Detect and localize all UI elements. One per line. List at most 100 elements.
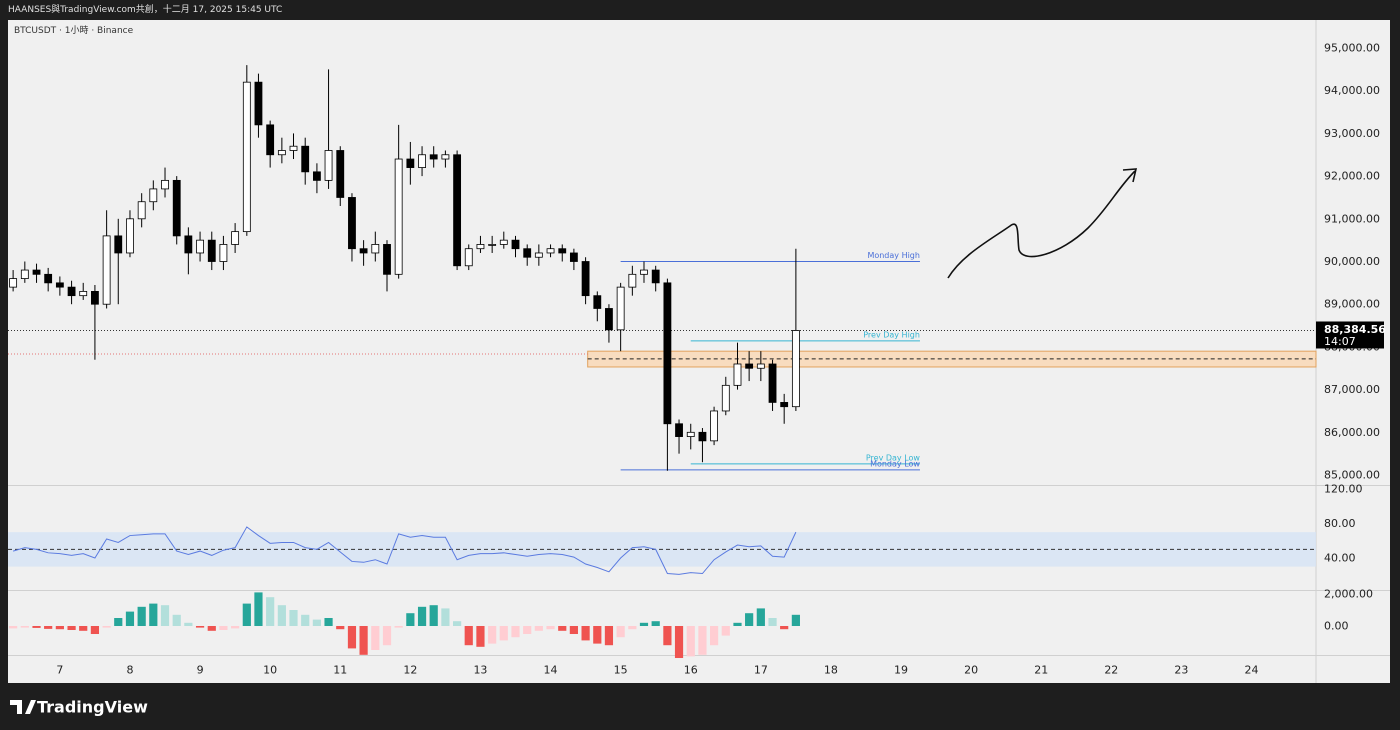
y-tick-label: 85,000.00 [1324, 469, 1380, 482]
symbol-title: BTCUSDT · 1小時 · Binance [14, 25, 134, 36]
candle-body [371, 244, 380, 254]
candle-body [418, 154, 426, 168]
histogram-bar [394, 626, 403, 628]
histogram-bar [207, 626, 216, 631]
y-tick-label: 2,000.00 [1324, 588, 1373, 601]
x-tick-label: 19 [894, 664, 908, 677]
candle-body [9, 278, 18, 288]
candle-body [336, 150, 345, 198]
y-tick-label: 94,000.00 [1324, 84, 1380, 97]
candle-body [359, 248, 368, 254]
candle-body [605, 308, 613, 331]
histogram-bar [674, 626, 684, 659]
histogram-bar [488, 626, 497, 644]
histogram-bar [768, 618, 777, 627]
x-tick-label: 14 [544, 664, 558, 677]
candle-body [313, 171, 321, 181]
drawn-arrow-head [1122, 168, 1138, 183]
candle-body [593, 295, 602, 309]
candle-body [196, 239, 204, 254]
x-tick-label: 11 [333, 664, 347, 677]
candle-body [137, 201, 146, 220]
candle-body [126, 218, 134, 254]
histogram-bar [429, 605, 438, 627]
histogram-bar [195, 626, 205, 628]
candle-body [219, 244, 228, 262]
candle-body [149, 188, 158, 203]
level-label: Monday Low [870, 459, 920, 468]
histogram-bar [20, 626, 29, 628]
x-tick-label: 21 [1034, 664, 1048, 677]
histogram-bar [476, 626, 485, 647]
histogram-bar [90, 626, 100, 635]
candle-body [686, 431, 695, 437]
candle-body [464, 248, 473, 267]
x-tick-label: 12 [403, 664, 417, 677]
candle-body [558, 248, 567, 254]
level-label: Monday High [867, 251, 920, 260]
candle-body [453, 154, 462, 267]
y-tick-label: 80.00 [1324, 517, 1356, 530]
y-tick-label: 90,000.00 [1324, 255, 1380, 268]
candle-body [161, 179, 169, 190]
histogram-bar [464, 626, 473, 646]
candle-body [67, 286, 76, 297]
candle-body [79, 290, 88, 297]
candle-body [429, 154, 438, 160]
histogram-bar [721, 626, 730, 636]
candle-body [651, 269, 660, 284]
histogram-bar [534, 626, 543, 631]
histogram-bar [184, 622, 193, 627]
histogram-bar [289, 610, 298, 627]
candle-body [266, 124, 275, 156]
candle-body [745, 363, 754, 369]
x-tick-label: 10 [263, 664, 277, 677]
x-tick-label: 16 [684, 664, 698, 677]
brand-name: TradingView [37, 698, 148, 717]
histogram-bar [359, 626, 368, 655]
histogram-bar [347, 626, 357, 649]
candle-body [383, 244, 391, 275]
histogram-bar [791, 614, 800, 627]
histogram-bar [160, 605, 170, 627]
candle-body [102, 235, 111, 305]
histogram-bar [371, 626, 380, 651]
candle-body [663, 282, 672, 425]
candle-body [710, 410, 718, 442]
histogram-bar [616, 626, 625, 638]
histogram-bar [511, 626, 520, 638]
histogram-bar [79, 626, 88, 631]
histogram-bar [55, 626, 64, 630]
candle-body [733, 363, 742, 386]
candle-body [242, 81, 251, 233]
candle-body [289, 145, 298, 151]
y-tick-label: 93,000.00 [1324, 127, 1380, 140]
histogram-bar [102, 626, 111, 628]
x-tick-label: 9 [197, 664, 204, 677]
histogram-bar [639, 622, 649, 627]
histogram-bar [242, 603, 251, 627]
candle-body [254, 81, 263, 126]
candle-body [55, 282, 64, 288]
histogram-bar [558, 626, 567, 631]
candle-body [44, 273, 53, 284]
brand-logo: TradingView [10, 698, 148, 717]
candle-body [756, 363, 765, 369]
candle-body [184, 235, 193, 254]
candle-body [441, 154, 450, 160]
candle-body [476, 244, 485, 250]
histogram-bar [581, 626, 590, 641]
candle-body [32, 269, 41, 275]
logo-mark [10, 700, 36, 714]
candle-body [348, 197, 356, 250]
histogram-bar [149, 603, 158, 627]
histogram-bar [301, 614, 310, 627]
candle-body [324, 150, 333, 181]
candle-body [172, 179, 181, 237]
drawn-arrow [947, 170, 1136, 279]
candle-body [546, 248, 555, 254]
histogram-bar [663, 626, 672, 646]
countdown-label: 14:07 [1324, 335, 1356, 348]
